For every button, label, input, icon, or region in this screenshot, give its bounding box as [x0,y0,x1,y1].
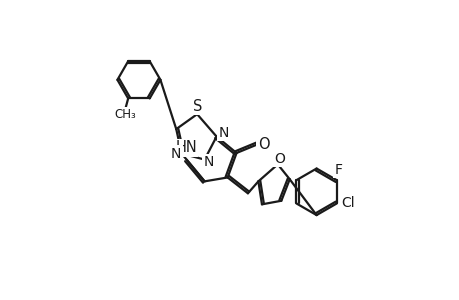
Text: CH₃: CH₃ [114,108,136,122]
Text: Cl: Cl [341,196,354,211]
Text: N: N [218,126,228,140]
Text: N: N [203,155,213,169]
Text: F: F [334,163,341,177]
Text: S: S [193,99,202,114]
Text: O: O [257,137,269,152]
Text: HN: HN [175,140,197,155]
Text: O: O [274,152,285,166]
Text: N: N [171,147,181,160]
